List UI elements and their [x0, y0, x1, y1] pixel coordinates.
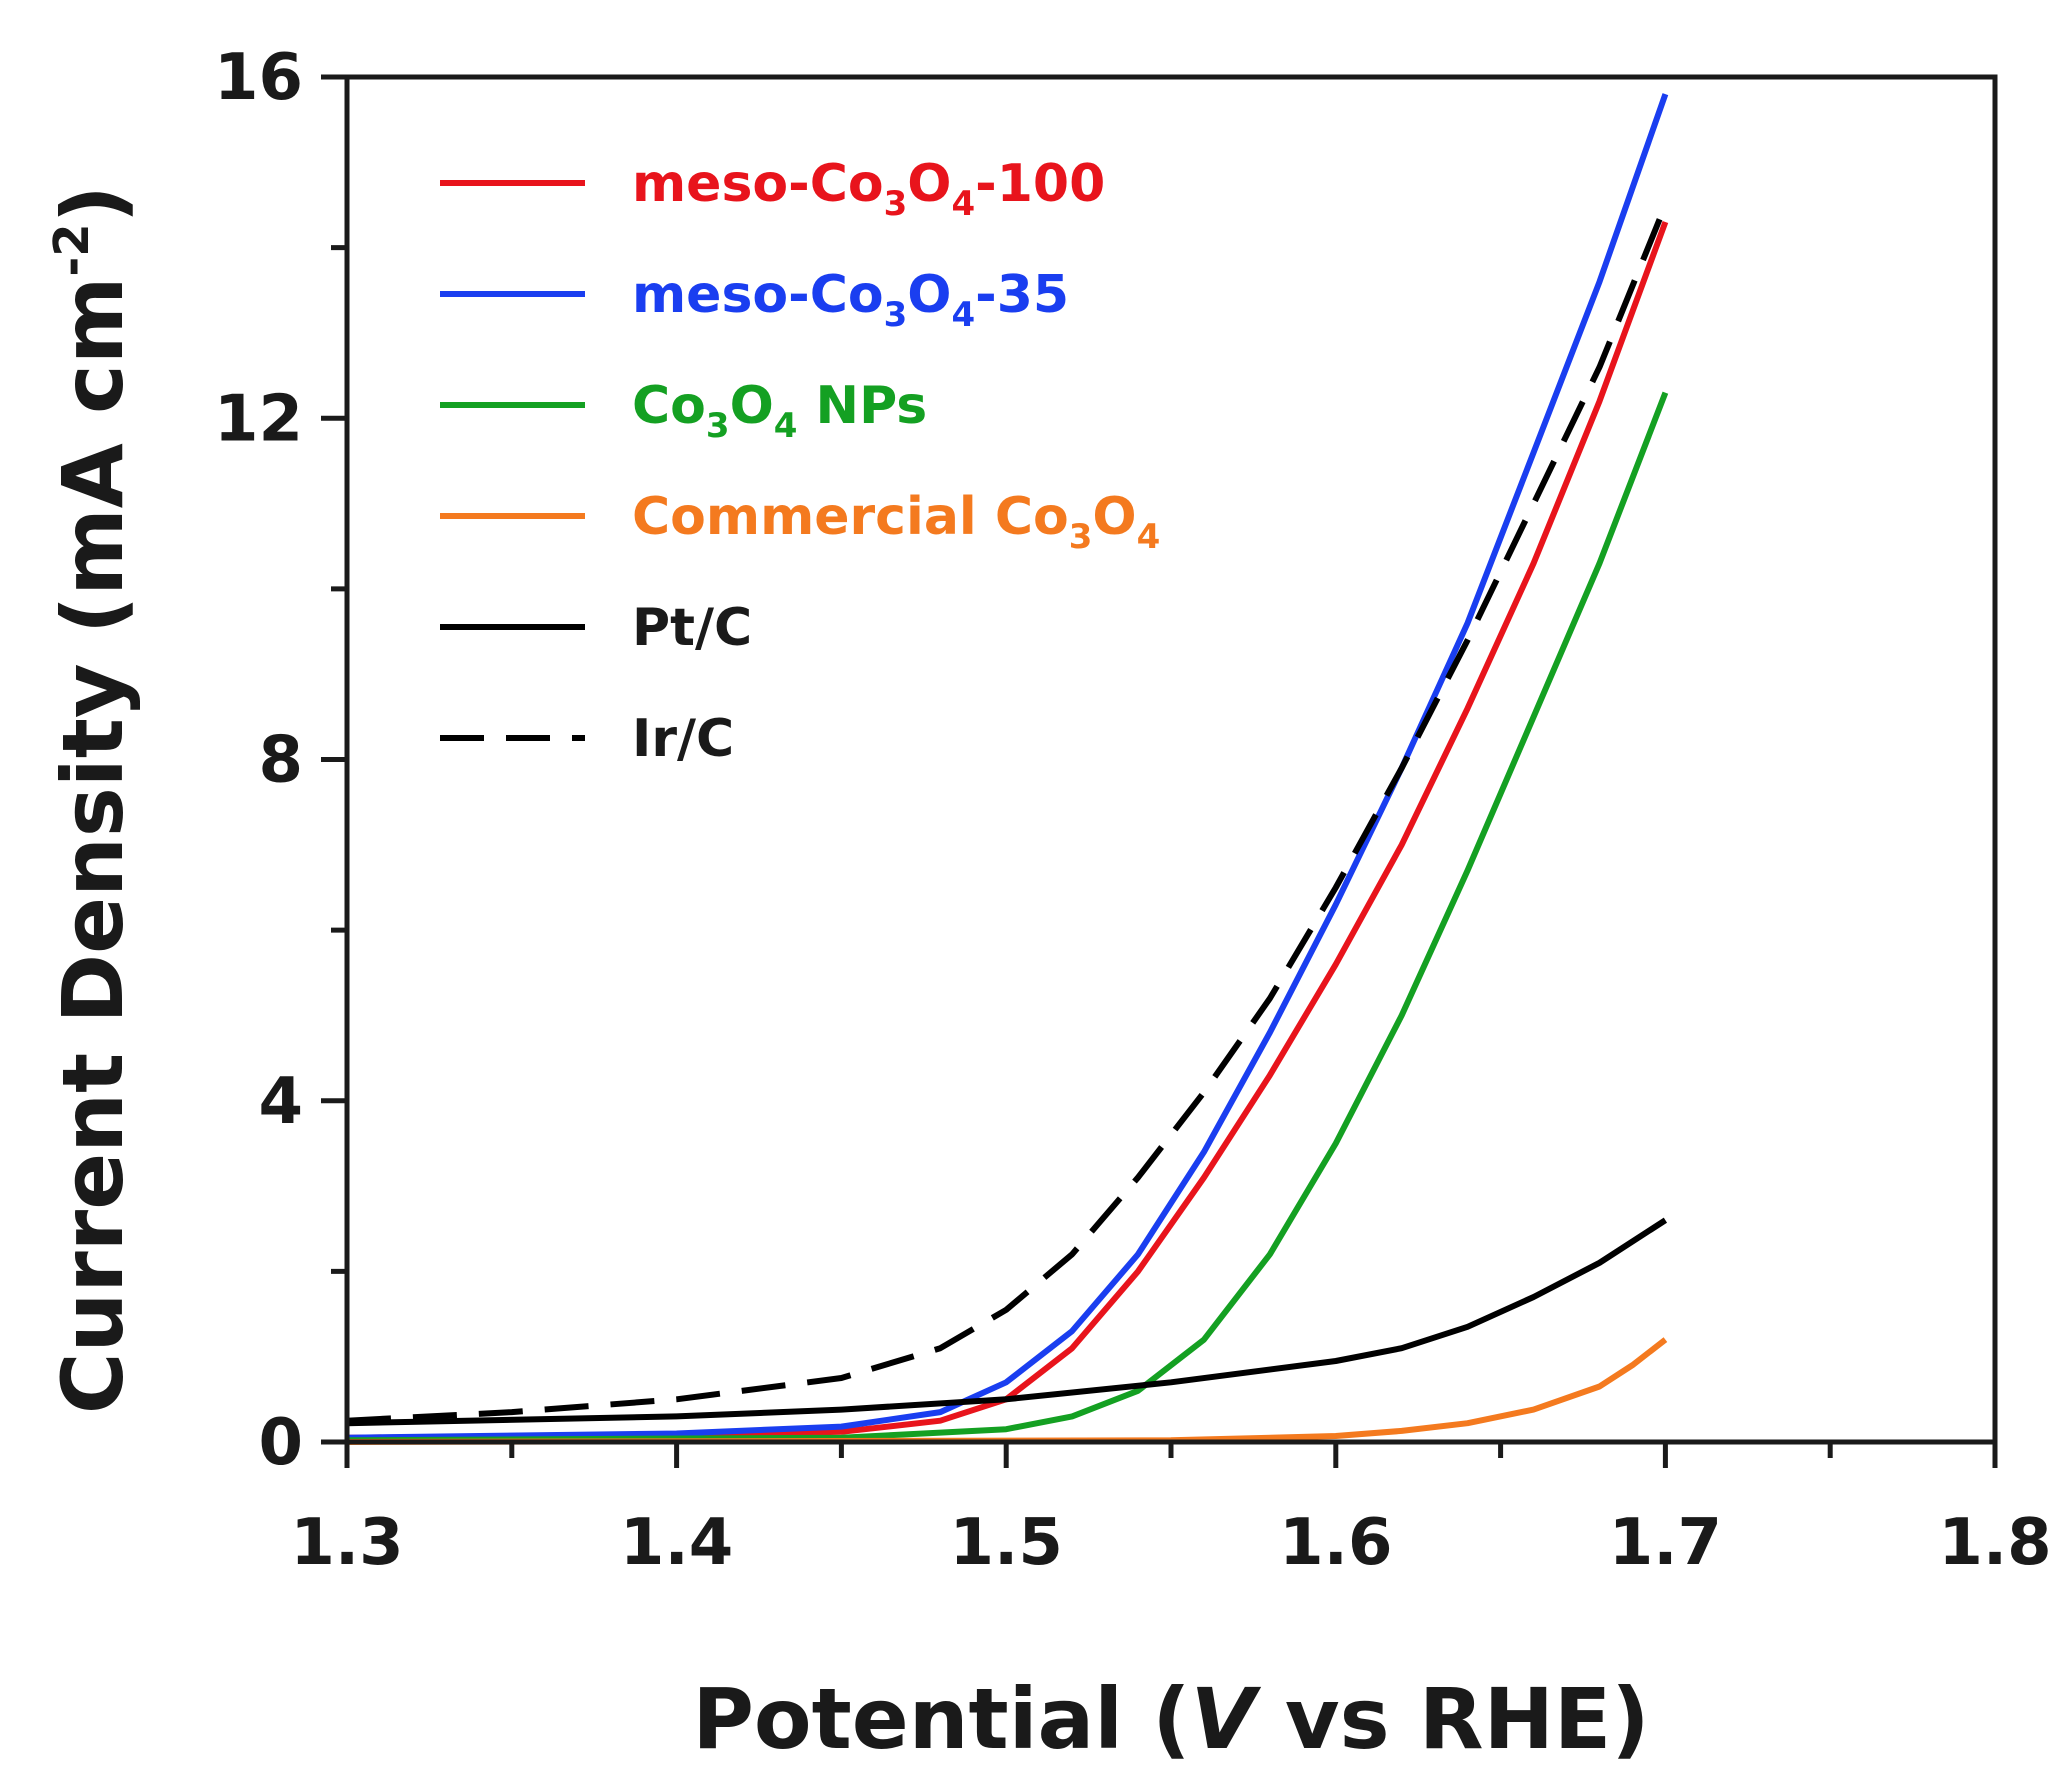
series-line-2: [346, 391, 1669, 1444]
y-tick-label: 16: [214, 41, 303, 115]
y-tick-label: 4: [258, 1065, 303, 1139]
series-line-5: [346, 203, 1669, 1424]
x-tick-label: 1.4: [620, 1506, 733, 1580]
legend-label-5: Ir/C: [632, 709, 734, 769]
y-tick-label: 8: [258, 724, 303, 798]
y-tick-label: 0: [258, 1406, 303, 1480]
x-tick-label: 1.3: [290, 1506, 403, 1580]
series-layer: [346, 93, 1669, 1445]
series-line-0: [346, 220, 1669, 1441]
x-tick-label: 1.5: [950, 1506, 1063, 1580]
x-axis-title: Potential (V vs RHE): [692, 1670, 1649, 1768]
legend: meso-Co3O4-100 meso-Co3O4-35 Co3O4 NPs Comm…: [440, 154, 1160, 769]
x-tick-label: 1.7: [1609, 1506, 1722, 1580]
y-axis-title: Current Density (mA cm-2): [44, 185, 142, 1414]
series-line-1: [346, 93, 1669, 1441]
legend-label-2: Co3O4 NPs: [632, 376, 927, 446]
legend-label-1: meso-Co3O4-35: [632, 265, 1069, 335]
ticks-layer: 1.3 1.4 1.5 1.6 1.7 1.8 0 4 8 12 16: [214, 41, 2052, 1580]
legend-label-4: Pt/C: [632, 598, 752, 658]
x-tick-label: 1.6: [1279, 1506, 1392, 1580]
legend-label-0: meso-Co3O4-100: [632, 154, 1105, 224]
legend-label-3: Commercial Co3O4: [632, 487, 1160, 557]
x-tick-label: 1.8: [1938, 1506, 2051, 1580]
y-tick-label: 12: [214, 382, 303, 456]
series-line-4: [346, 1217, 1668, 1427]
series-line-3: [346, 1337, 1668, 1445]
